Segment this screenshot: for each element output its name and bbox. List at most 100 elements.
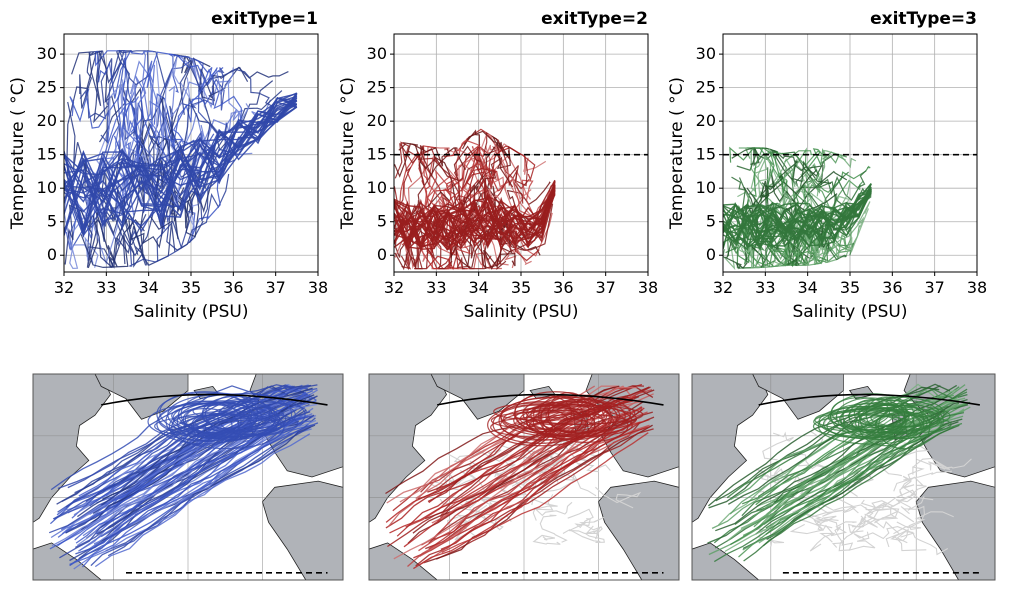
track-line: [803, 208, 869, 258]
y-tick-label: 10: [367, 178, 387, 197]
map-track: [100, 424, 316, 542]
map-track: [210, 417, 282, 436]
other-track: [511, 466, 565, 487]
track-line: [64, 106, 298, 235]
panel-title: exitType=1: [211, 9, 318, 29]
track-line: [394, 193, 556, 249]
other-track: [793, 474, 817, 488]
track-line: [64, 103, 298, 228]
track-lines: [723, 146, 872, 271]
other-track: [823, 518, 844, 548]
track-lines: [394, 128, 557, 271]
track-line: [466, 145, 536, 198]
other-track: [454, 513, 488, 541]
y-tick-label: 0: [47, 245, 57, 264]
track-line: [156, 173, 230, 262]
x-tick-label: 34: [797, 278, 817, 297]
other-track: [762, 431, 794, 461]
other-track: [899, 466, 925, 497]
land-south-america: [692, 542, 760, 580]
map-track: [532, 404, 614, 441]
y-tick-label: 15: [367, 145, 387, 164]
map-track: [425, 411, 653, 550]
map-track: [204, 413, 257, 442]
map-track: [854, 406, 942, 440]
map-track: [743, 424, 960, 562]
x-tick-label: 35: [511, 278, 531, 297]
map-exittype-2: [368, 373, 680, 581]
track-line: [64, 97, 298, 225]
other-track: [864, 506, 899, 520]
y-tick-label: 15: [37, 145, 57, 164]
map-track: [192, 401, 307, 422]
other-track: [841, 531, 876, 551]
track-line: [729, 146, 788, 194]
track-line: [723, 238, 766, 270]
y-tick-label: 0: [706, 245, 716, 264]
y-tick-label: 25: [367, 78, 387, 97]
track-line: [73, 129, 137, 232]
track-line: [461, 130, 511, 162]
track-line: [94, 50, 149, 165]
ts-panel-2: 32 33 34 35 36 37 38 0 5 10 15 20 25 30 exitType=2 Sali…: [338, 9, 658, 322]
map-track: [75, 415, 302, 544]
track-line: [179, 65, 276, 115]
track-line: [418, 145, 481, 186]
other-track: [846, 468, 874, 497]
land-north-america: [692, 374, 769, 523]
track-line: [761, 160, 832, 191]
y-tick-label: 25: [37, 78, 57, 97]
y-tick-label: 5: [377, 212, 387, 231]
track-line: [64, 93, 298, 205]
map-frame: [32, 373, 344, 581]
track-line: [169, 97, 211, 160]
other-track: [819, 499, 859, 514]
track-line: [394, 143, 466, 178]
other-track: [447, 450, 509, 463]
other-track: [792, 505, 846, 519]
map-track: [171, 407, 240, 446]
track-line: [723, 183, 872, 240]
y-tick-label: 5: [47, 212, 57, 231]
y-tick-label: 25: [696, 78, 716, 97]
map-track: [184, 401, 281, 438]
other-track: [847, 515, 878, 533]
x-tick-label: 32: [713, 278, 733, 297]
track-line: [446, 156, 537, 232]
x-tick-label: 38: [308, 278, 328, 297]
track-line: [69, 80, 126, 144]
y-tick-label: 10: [37, 178, 57, 197]
north-boundary: [437, 393, 664, 406]
track-line: [443, 128, 516, 158]
track-line: [803, 165, 871, 194]
other-track: [542, 472, 597, 497]
other-track: [532, 501, 573, 521]
land-africa: [261, 480, 343, 580]
track-line: [118, 50, 154, 190]
track-line: [746, 147, 846, 182]
other-track: [838, 516, 866, 552]
track-line: [723, 189, 872, 251]
track-line: [734, 239, 763, 269]
track-line: [129, 192, 197, 267]
map-exittype-3: [691, 373, 996, 581]
track-line: [64, 103, 297, 227]
other-track: [869, 442, 929, 457]
track-line: [394, 187, 556, 243]
map-track: [419, 425, 648, 557]
track-line: [723, 188, 872, 251]
other-track: [901, 476, 927, 497]
other-track: [819, 521, 857, 543]
track-line: [87, 212, 145, 269]
track-line: [723, 189, 872, 251]
map-track: [85, 414, 309, 530]
north-boundary: [758, 393, 980, 406]
map-track: [547, 401, 610, 434]
track-line: [394, 186, 556, 251]
y-tick-label: 10: [696, 178, 716, 197]
map-exittype-1: [32, 373, 344, 581]
map-track: [441, 432, 649, 553]
x-tick-label: 37: [595, 278, 615, 297]
other-track: [896, 505, 925, 529]
map-track: [500, 397, 605, 437]
